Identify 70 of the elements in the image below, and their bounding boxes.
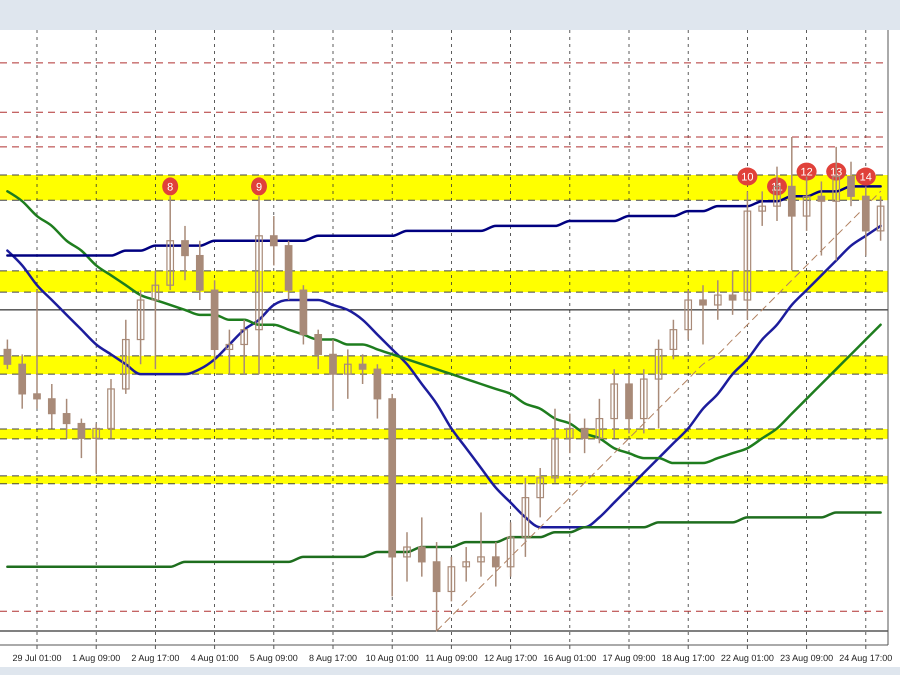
candlestick — [62, 398, 70, 440]
candlestick — [744, 190, 752, 321]
candlestick — [166, 196, 174, 291]
candlestick — [136, 289, 144, 365]
candlestick — [758, 190, 766, 227]
candlestick — [403, 531, 411, 582]
annotation: 10 — [741, 172, 754, 184]
x-tick-label: 16 Aug 01:00 — [543, 653, 596, 663]
candlestick — [728, 270, 736, 316]
candlestick — [492, 541, 500, 588]
x-tick-label: 24 Aug 17:00 — [839, 653, 892, 663]
candlestick — [802, 176, 810, 232]
candlestick — [477, 512, 485, 578]
candlestick — [551, 408, 559, 484]
candlestick — [654, 338, 662, 430]
x-tick-label: 2 Aug 17:00 — [131, 653, 180, 663]
candlestick — [536, 467, 544, 518]
candlestick — [462, 546, 470, 582]
x-tick-label: 18 Aug 17:00 — [662, 653, 715, 663]
candlestick — [818, 180, 826, 256]
annotation: 13 — [830, 166, 842, 179]
x-tick-label: 10 Aug 01:00 — [366, 653, 419, 663]
candlestick — [4, 338, 12, 370]
candlestick — [240, 319, 248, 375]
annotation: 12 — [800, 166, 813, 179]
candlestick — [610, 368, 618, 440]
candlestick — [506, 522, 514, 578]
candlestick — [107, 378, 115, 440]
candlestick — [714, 280, 722, 321]
candlestick — [566, 412, 574, 454]
x-tick-label: 4 Aug 01:00 — [190, 653, 239, 663]
x-tick-label: 22 Aug 01:00 — [720, 653, 774, 663]
candlestick — [847, 160, 855, 207]
annotation: 9 — [256, 181, 262, 194]
candlestick — [92, 422, 100, 474]
candlestick — [270, 215, 278, 266]
candlestick — [832, 146, 840, 262]
candlestick — [314, 328, 322, 370]
candlestick — [699, 284, 707, 346]
candlestick — [255, 196, 263, 375]
candlestick — [670, 319, 678, 360]
candlestick — [640, 368, 648, 434]
x-tick-label: 12 Aug 17:00 — [484, 653, 538, 663]
annotation: 8 — [167, 181, 174, 194]
candlestick — [522, 477, 530, 558]
candlestick — [773, 166, 781, 222]
x-tick-label: 1 Aug 09:00 — [72, 653, 120, 663]
candlestick — [358, 354, 366, 385]
candlestick — [329, 338, 337, 410]
candlestick — [78, 418, 86, 459]
candlestick — [876, 196, 884, 242]
candlestick — [152, 270, 160, 370]
candlestick — [344, 348, 352, 400]
candlestick — [418, 516, 426, 578]
annotation: 14 — [860, 172, 872, 184]
candlestick — [684, 289, 692, 340]
candlestick — [580, 418, 588, 454]
candlestick — [122, 319, 130, 395]
x-tick-label: 11 Aug 09:00 — [425, 653, 478, 663]
x-tick-label: 17 Aug 09:00 — [602, 653, 656, 663]
x-tick-label: 23 Aug 09:00 — [780, 653, 834, 663]
candlestick — [596, 398, 604, 444]
x-tick-label: 5 Aug 09:00 — [250, 653, 298, 663]
candlestick — [33, 289, 41, 410]
x-tick-label: 29 Jul 01:00 — [12, 653, 62, 663]
x-tick-label: 8 Aug 17:00 — [308, 653, 358, 663]
candlestick — [448, 556, 456, 602]
candlestick — [48, 383, 56, 430]
candlestick — [181, 225, 189, 282]
candlestick — [226, 328, 234, 375]
